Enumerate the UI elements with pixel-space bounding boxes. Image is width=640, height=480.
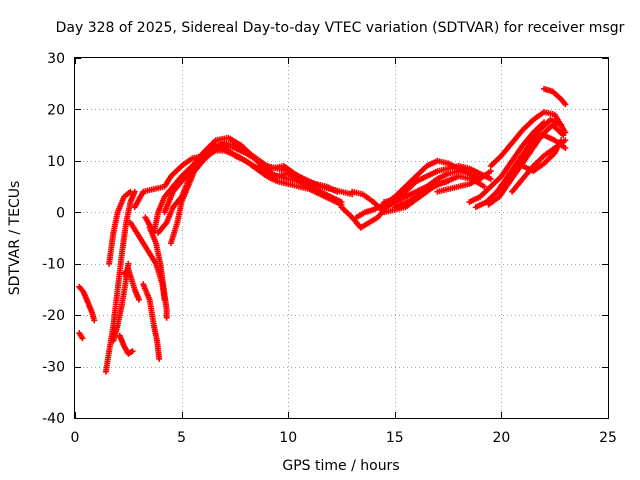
series-arc-25 [487, 109, 569, 169]
data-point [129, 348, 136, 355]
y-tick-label: -30 [42, 360, 65, 376]
data-point [562, 129, 569, 136]
data-point [562, 145, 569, 151]
data-point [562, 101, 569, 108]
series-arc-15 [161, 147, 313, 216]
data-point [163, 314, 170, 321]
x-tick-label: 5 [177, 430, 186, 446]
y-tick-label: 20 [47, 102, 65, 118]
series-arc-09 [140, 281, 163, 362]
series-arc-02 [76, 330, 86, 342]
data-point [487, 175, 494, 182]
y-tick-label: 0 [56, 205, 65, 221]
data-point [481, 183, 488, 190]
series-arc-22 [466, 119, 548, 205]
y-tick-label: -40 [42, 411, 65, 427]
data-point [125, 260, 132, 267]
data-point [156, 355, 163, 362]
x-tick-label: 20 [492, 430, 510, 446]
data-point [135, 296, 142, 303]
y-tick-label: 30 [47, 51, 65, 67]
plot-frame [74, 57, 609, 419]
series-arc-01 [76, 283, 98, 324]
tick-labels: 0 5 10 15 20 25 -40 -30 -20 -10 0 10 20 30 [42, 51, 617, 446]
y-tick-label: -20 [42, 308, 65, 324]
x-tick-label: 25 [599, 430, 617, 446]
data-point [91, 317, 98, 324]
series-arc-06 [116, 332, 136, 357]
series-arc-26 [498, 132, 569, 190]
series-arc-10 [146, 224, 170, 321]
chart-title: Day 328 of 2025, Sidereal Day-to-day VTE… [56, 20, 625, 36]
axis-ticks [75, 58, 609, 419]
x-tick-label: 0 [71, 430, 80, 446]
data-point [558, 137, 565, 144]
x-tick-label: 15 [386, 430, 404, 446]
data-point [79, 335, 86, 342]
y-axis-label: SDTVAR / TECUs [7, 181, 23, 296]
data-marks [76, 85, 569, 375]
y-tick-label: -10 [42, 257, 65, 273]
series-arc-28 [541, 85, 569, 108]
data-point [334, 188, 341, 195]
x-axis-label: GPS time / hours [282, 458, 399, 474]
series-arc-19 [381, 163, 494, 205]
series-arc-24 [485, 121, 567, 208]
y-tick-label: 10 [47, 154, 65, 170]
data-point [127, 188, 134, 195]
data-point [487, 168, 494, 175]
series-arc-07 [121, 265, 142, 303]
series-arc-21 [434, 168, 494, 195]
series-arc-04 [106, 188, 134, 267]
data-point [306, 183, 313, 190]
x-tick-label: 10 [279, 430, 297, 446]
series-arc-29 [519, 137, 565, 175]
